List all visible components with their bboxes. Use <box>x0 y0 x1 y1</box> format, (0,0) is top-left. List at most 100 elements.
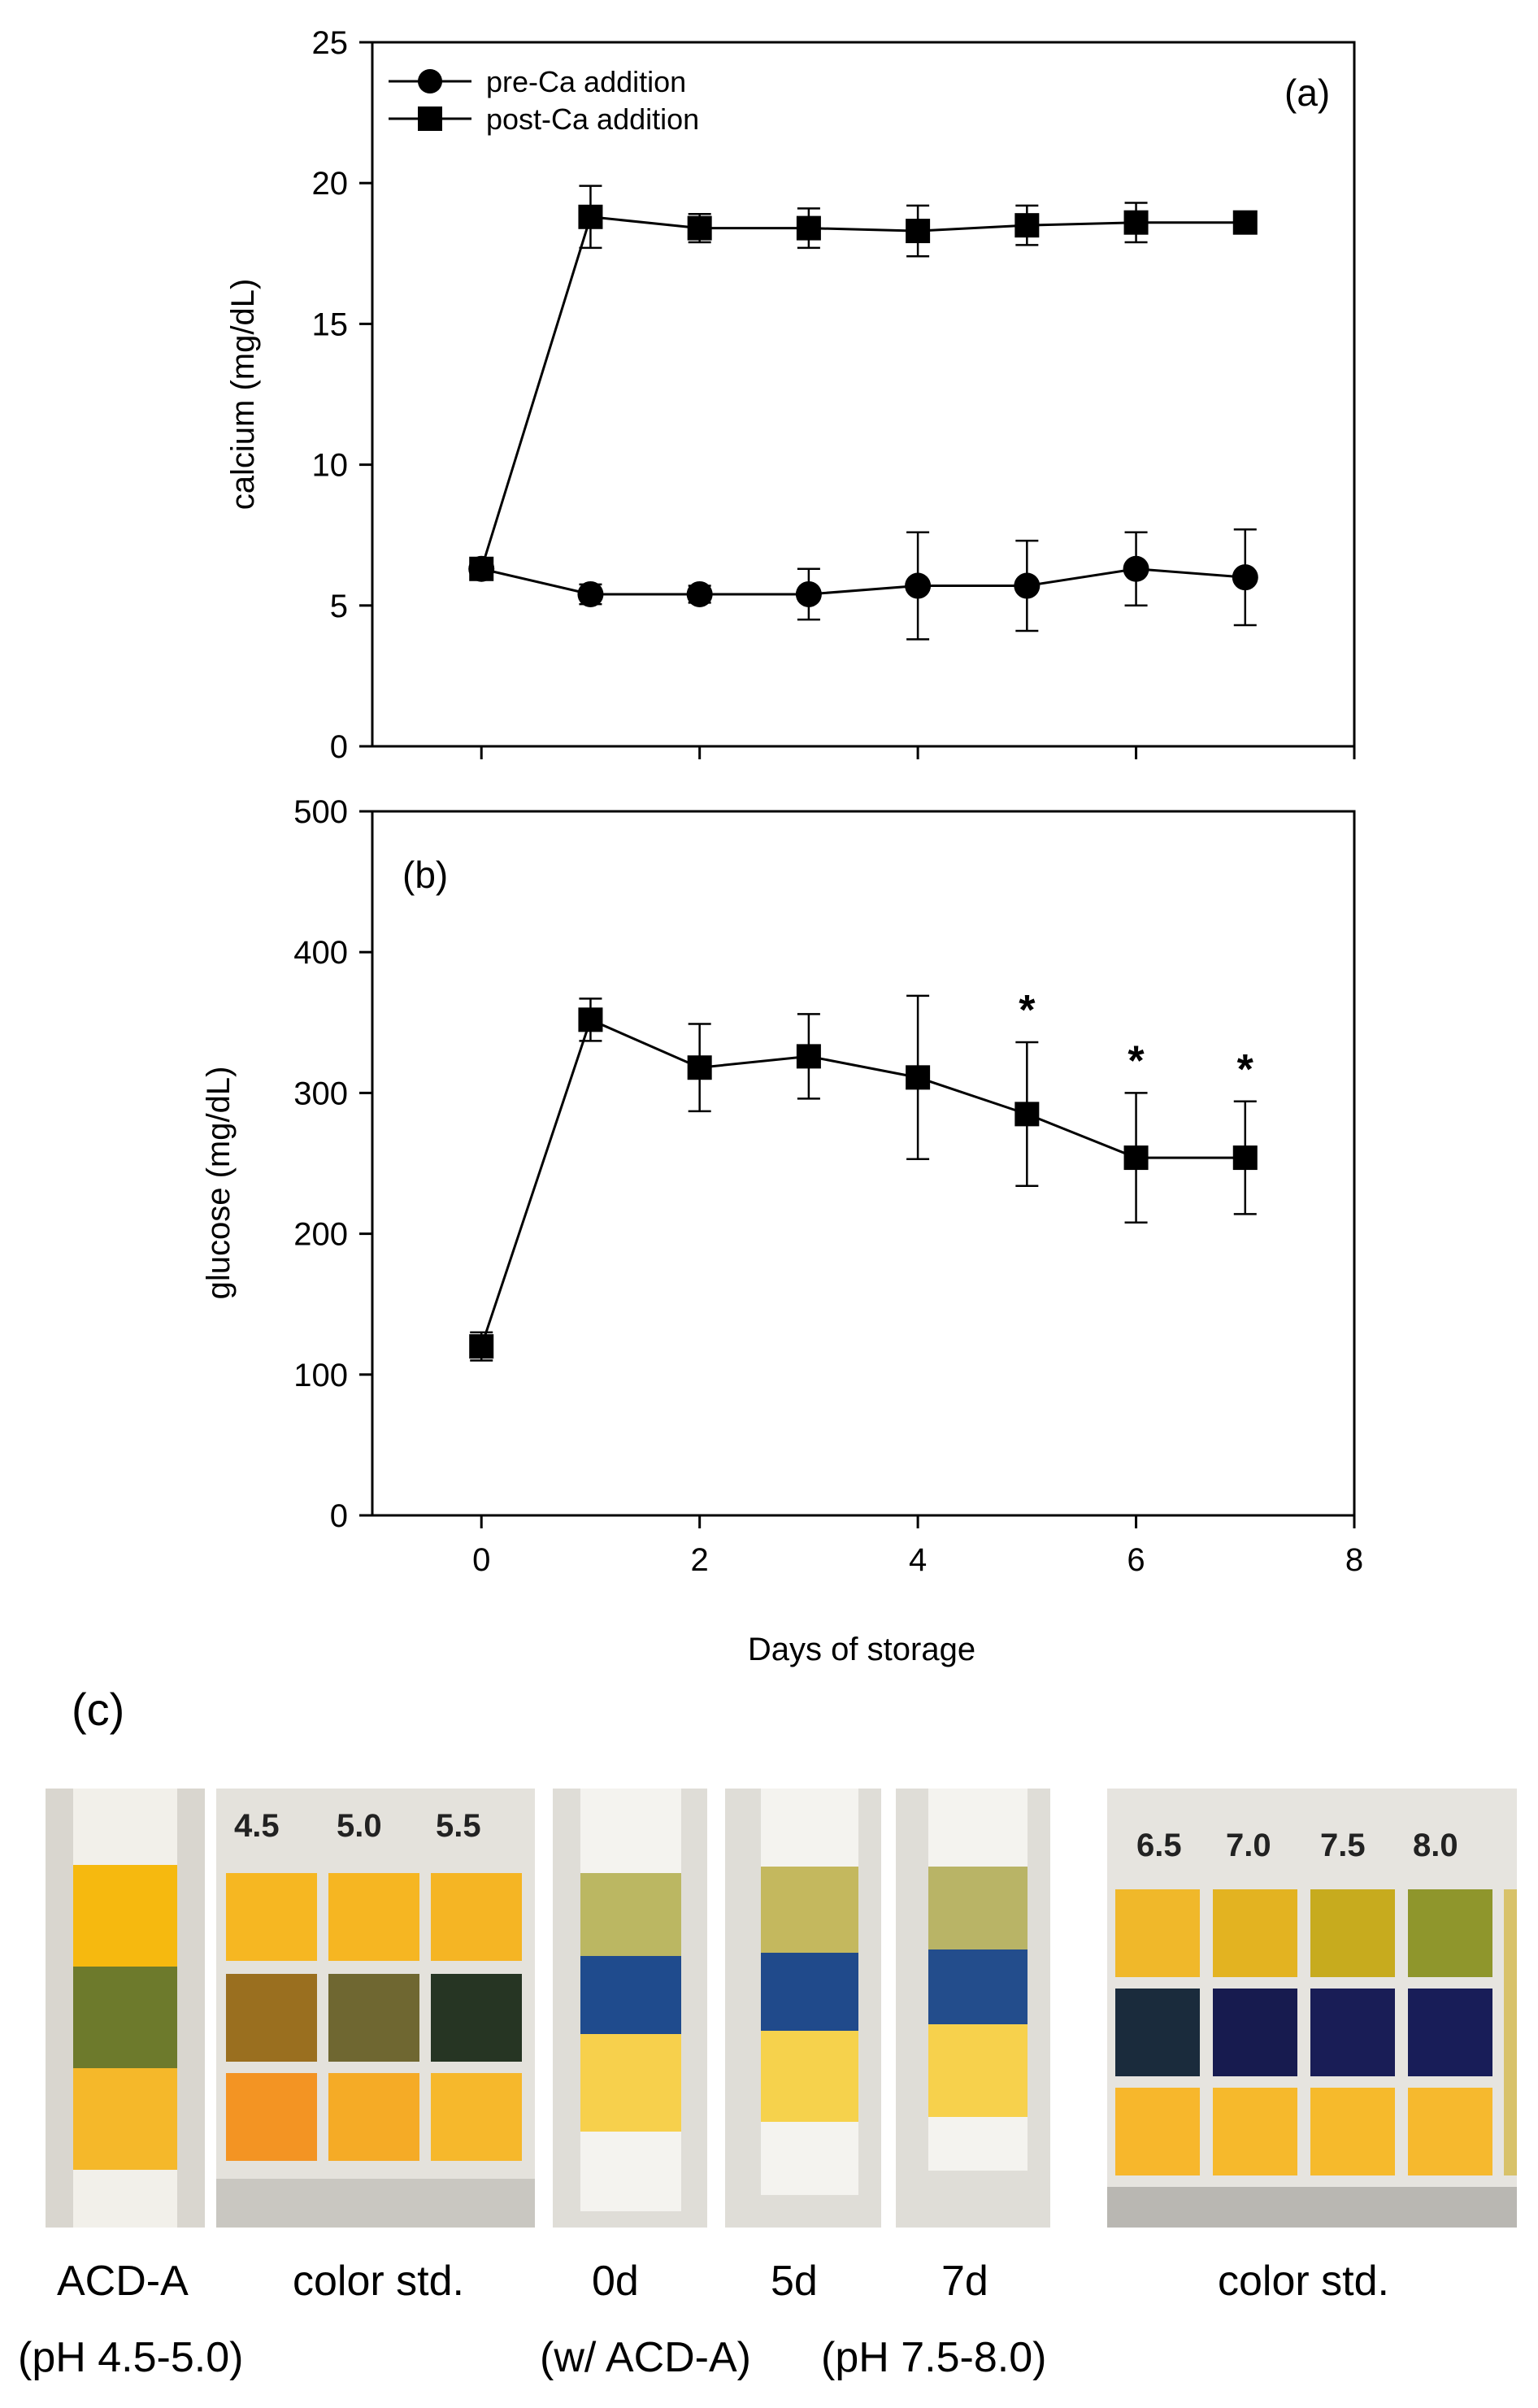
series-line-pre-ca-addition <box>480 567 1245 596</box>
std-number-7-0: 7.0 <box>1226 1828 1271 1863</box>
pad-light-yellow <box>928 2024 1028 2117</box>
y-tick-label: 10 <box>312 448 349 484</box>
data-point-square <box>1014 213 1040 238</box>
caption-5d: 5d <box>771 2258 818 2305</box>
panel-b-ticks <box>359 810 1356 1528</box>
std-pad-partial <box>1504 1889 1517 2175</box>
y-tick-label: 20 <box>312 166 349 202</box>
caption-acd-a: ACD-A <box>57 2258 189 2305</box>
pad-blue <box>761 1953 858 2031</box>
data-point-circle <box>1014 572 1041 599</box>
panel-a-series <box>468 185 1258 641</box>
panel-a-ylabel: calcium (mg/dL) <box>225 279 261 511</box>
std-pad <box>1408 1889 1492 1977</box>
data-point-square <box>1123 1145 1149 1171</box>
data-point-square <box>1014 1102 1040 1127</box>
y-tick-label: 15 <box>312 306 349 342</box>
panel-b-significance: * * * <box>1019 987 1253 1093</box>
data-point-square <box>469 1334 494 1359</box>
y-tick-label: 200 <box>293 1217 348 1253</box>
panel-b-y-tick-labels: 0 100 200 300 400 500 <box>293 794 348 1534</box>
y-tick-label: 25 <box>312 25 349 61</box>
pad-green-yellow <box>761 1867 858 1953</box>
panel-a-ticks <box>359 41 1356 759</box>
data-point-circle <box>1123 555 1149 582</box>
pad-light-yellow <box>580 2034 681 2132</box>
legend-label-post: post-Ca addition <box>486 102 699 136</box>
right-color-standard-photo: 6.5 7.0 7.5 8.0 <box>1107 1789 1517 2228</box>
data-point-square <box>687 215 712 241</box>
std-number-8-0: 8.0 <box>1413 1828 1458 1863</box>
caption-color-std-left: color std. <box>293 2258 464 2305</box>
legend-label-pre: pre-Ca addition <box>486 65 686 98</box>
pad-green-yellow <box>580 1873 681 1956</box>
data-point-square <box>469 556 494 581</box>
data-point-circle <box>577 580 604 607</box>
data-point-circle <box>1232 564 1258 591</box>
strip-5d-photo <box>725 1789 881 2228</box>
std-pad <box>431 1974 522 2062</box>
std-pad <box>1213 1989 1297 2076</box>
panel-b-xlabel: Days of storage <box>748 1632 975 1667</box>
caption-with-acd-a: (w/ ACD-A) <box>540 2334 751 2381</box>
charts-svg: 0 5 10 15 20 25 calcium (mg/dL) (a) pre-Ca ad… <box>201 25 1363 1667</box>
x-tick-label: 6 <box>1127 1542 1145 1578</box>
pad-olive <box>73 1967 177 2068</box>
y-tick-label: 0 <box>330 1498 348 1534</box>
std-pad <box>1310 1889 1395 1977</box>
std-number-6-5: 6.5 <box>1136 1828 1182 1863</box>
panel-b-x-tick-labels: 0 2 4 6 8 <box>472 1542 1363 1578</box>
x-tick-label: 8 <box>1345 1542 1363 1578</box>
series-line-post-ca-addition <box>480 215 1245 570</box>
y-tick-label: 5 <box>330 589 348 624</box>
panel-a-y-tick-labels: 0 5 10 15 20 25 <box>312 25 349 765</box>
left-color-standard-photo: 4.5 5.0 5.5 <box>216 1789 535 2228</box>
pad-yellow-bottom <box>73 2068 177 2170</box>
std-pad <box>226 1873 317 1961</box>
data-point-square <box>796 1044 821 1069</box>
std-pad <box>1408 2088 1492 2175</box>
panel-b-ylabel: glucose (mg/dL) <box>201 1067 237 1300</box>
significance-star: * <box>1237 1046 1254 1093</box>
data-point-square <box>796 215 821 241</box>
std-number-5-0: 5.0 <box>337 1808 382 1844</box>
data-point-square <box>1232 210 1258 235</box>
y-tick-label: 500 <box>293 794 348 830</box>
x-tick-label: 4 <box>909 1542 927 1578</box>
std-bottom-edge <box>216 2179 535 2228</box>
significance-star: * <box>1019 987 1036 1034</box>
pad-yellow <box>73 1865 177 1967</box>
data-point-square <box>906 219 931 244</box>
x-tick-label: 2 <box>691 1542 709 1578</box>
series-line-series-0 <box>480 1018 1245 1347</box>
std-pad <box>431 2073 522 2161</box>
strip-0d-photo <box>553 1789 707 2228</box>
pad-green-yellow <box>928 1867 1028 1949</box>
legend-marker-pre <box>418 69 442 93</box>
std-pad <box>1115 1889 1200 1977</box>
std-pad <box>1408 1989 1492 2076</box>
caption-7d: 7d <box>941 2258 988 2305</box>
std-pad <box>226 2073 317 2161</box>
y-tick-label: 300 <box>293 1076 348 1111</box>
panel-b-frame <box>371 810 1356 1517</box>
std-pad <box>328 1974 419 2062</box>
std-pad <box>328 1873 419 1961</box>
caption-ph-range: (pH 7.5-8.0) <box>821 2334 1047 2381</box>
std-pad <box>1310 2088 1395 2175</box>
std-pad <box>226 1974 317 2062</box>
panel-b-series <box>469 994 1258 1362</box>
panel-a-label: (a) <box>1284 72 1330 114</box>
pad-blue <box>928 1949 1028 2024</box>
std-pad <box>328 2073 419 2161</box>
data-point-square <box>1123 210 1149 235</box>
strip-7d-photo <box>896 1789 1050 2228</box>
acd-a-strip-photo <box>46 1789 205 2228</box>
y-tick-label: 100 <box>293 1358 348 1393</box>
data-point-square <box>578 1007 603 1032</box>
panel-b-label: (b) <box>402 854 448 896</box>
legend-marker-post <box>418 106 442 131</box>
data-point-circle <box>905 572 932 599</box>
significance-star: * <box>1127 1037 1145 1084</box>
std-bottom-edge <box>1107 2187 1517 2228</box>
